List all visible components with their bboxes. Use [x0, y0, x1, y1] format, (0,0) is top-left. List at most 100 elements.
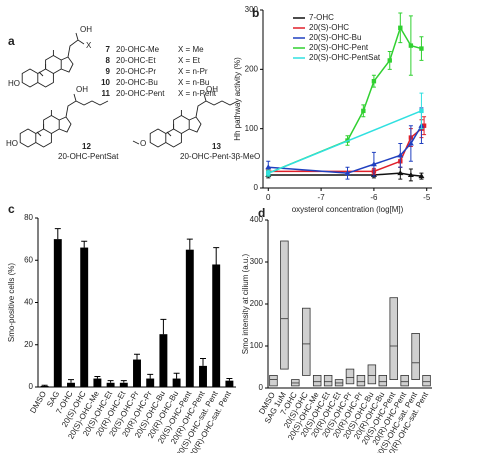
point [265, 164, 272, 170]
bar [212, 264, 221, 387]
y-tick-label: 400 [250, 215, 264, 224]
panel-label: a [8, 34, 15, 48]
compound-list: 7 20-OHC-Me X = Me 8 20-OHC-Et X = Et 9 20-OHC-… [101, 45, 217, 98]
error-bar [173, 372, 180, 379]
structure-12: OH HO 12 20-OHC-PentSat [6, 85, 119, 161]
box [411, 332, 420, 380]
point [421, 123, 427, 128]
point [397, 170, 404, 176]
error-bar [54, 228, 61, 240]
panel-label: c [8, 202, 15, 216]
x-tick-label: 0 [266, 193, 271, 202]
bar [106, 382, 115, 387]
series-line [267, 25, 422, 174]
series-line [268, 125, 423, 174]
compound-number: 13 [212, 142, 221, 151]
box [367, 364, 377, 385]
error-bar [186, 238, 193, 250]
atom: HO [8, 79, 20, 88]
box [389, 297, 398, 381]
point [407, 140, 414, 146]
error-bar [120, 380, 127, 383]
panel-label: b [252, 6, 259, 20]
y-tick-label: 300 [245, 5, 259, 14]
y-tick-label: 80 [24, 213, 33, 222]
box [312, 374, 322, 387]
point [371, 79, 377, 84]
atom: X [86, 41, 92, 50]
atom: OH [80, 25, 92, 34]
box [302, 307, 311, 376]
y-tick-label: 100 [250, 341, 264, 350]
error-bar [160, 318, 167, 335]
structure-13: OH O 13 20-OHC-Pent-3β-MeO [132, 85, 260, 161]
error-bar [94, 375, 101, 379]
y-axis-label: Hh pathway activity (%) [233, 57, 242, 141]
y-axis-label: Smo intensity at cilium (a.u.) [241, 253, 250, 354]
bar [119, 382, 128, 387]
y-tick-label: 0 [29, 382, 34, 391]
compound-substituent: X = Me [178, 45, 204, 54]
bar [53, 239, 62, 387]
bar [93, 378, 102, 387]
box [422, 374, 431, 387]
compound-substituent: X = n-Pent [178, 89, 217, 98]
series-line [267, 110, 422, 174]
compound-number: 7 [106, 45, 111, 54]
atom: HO [6, 139, 18, 148]
compound-substituent: X = n-Pr [178, 67, 208, 76]
bar [67, 382, 75, 387]
compound-substituent: X = Et [178, 56, 201, 65]
legend-label: 20(S)-OHC [309, 23, 349, 32]
x-axis-label: oxysterol concentration (log[M]) [292, 205, 404, 214]
point [407, 171, 414, 177]
point [398, 25, 403, 30]
chart-line: b Hh pathway activity (%) 0 100 200 300 0 -7 -6 -… [233, 5, 432, 214]
point [370, 161, 377, 167]
error-bar [68, 379, 74, 383]
error-bar [200, 357, 206, 366]
compound-name: 20-OHC-Bu [116, 78, 158, 87]
bar [159, 334, 168, 387]
bar [133, 359, 141, 387]
y-tick-label: 300 [250, 257, 264, 266]
bar [225, 380, 234, 387]
point [419, 46, 424, 51]
structure-main: OH X HO [8, 25, 92, 88]
legend-label: 20(S)-OHC-Pent [309, 43, 369, 52]
y-tick-label: 200 [250, 299, 264, 308]
bar [199, 365, 207, 387]
box [323, 374, 333, 387]
box [356, 374, 366, 387]
y-tick-label: 0 [254, 183, 259, 192]
error-bar [134, 353, 140, 360]
x-tick-label: -6 [370, 193, 378, 202]
point [418, 173, 425, 179]
point [387, 58, 392, 63]
point [397, 152, 404, 158]
atom: O [140, 139, 146, 148]
x-tick-label: -5 [423, 193, 431, 202]
error-bar [81, 240, 88, 248]
bar [146, 378, 155, 387]
bar [40, 385, 49, 387]
compound-substituent: X = n-Bu [178, 78, 209, 87]
box [269, 374, 278, 387]
compound-name: 20-OHC-Pr [116, 67, 156, 76]
box [400, 374, 409, 387]
bar [185, 249, 194, 387]
y-tick-label: 40 [24, 298, 33, 307]
error-bar [41, 384, 48, 386]
y-axis-label: Smo-positive cells (%) [7, 263, 16, 342]
bar [172, 378, 181, 387]
atom: OH [76, 85, 88, 94]
compound-number: 9 [106, 67, 111, 76]
panel-label: d [258, 206, 265, 220]
compound-number: 12 [82, 142, 91, 151]
compound-number: 10 [101, 78, 110, 87]
x-tick-label: -7 [318, 193, 326, 202]
error-bar [107, 380, 114, 383]
y-tick-label: 200 [245, 64, 259, 73]
